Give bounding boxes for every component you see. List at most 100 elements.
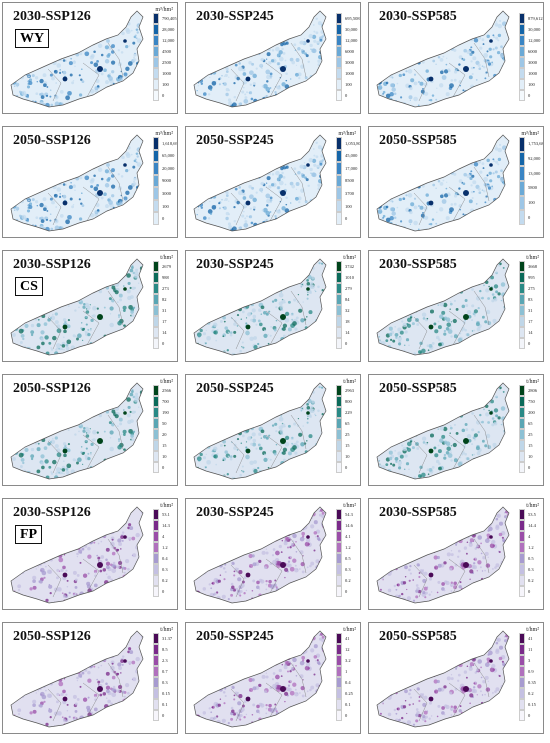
legend-swatch — [519, 440, 525, 451]
legend-swatch — [336, 68, 342, 79]
basin-map — [193, 258, 327, 356]
legend-label: 275 — [528, 286, 535, 292]
legend-swatch — [153, 187, 159, 200]
basin-outline — [376, 506, 510, 604]
legend-label: 0 — [345, 713, 348, 719]
legend-swatch — [336, 564, 342, 575]
legend-label: 1.2 — [162, 545, 168, 551]
legend-label: 31 — [528, 308, 533, 314]
legend-label: 50 — [162, 421, 167, 427]
subbasin-lines — [230, 166, 307, 226]
legend-swatch — [336, 666, 342, 677]
legend-label: 0.15 — [162, 691, 170, 697]
basin-fill — [11, 135, 143, 231]
unit-label: t/hm² — [526, 503, 539, 509]
legend-swatch — [336, 174, 342, 188]
legend-label: 0 — [345, 93, 348, 99]
map-panel: 2050-SSP126 t/hm² 2566 700 190 50 20 15 10 0 — [2, 374, 178, 486]
legend-label: 4 — [162, 534, 165, 540]
legend-label: 190 — [162, 410, 169, 416]
legend-swatch — [336, 283, 342, 294]
legend-swatch — [519, 385, 525, 396]
legend: 790,405 28,000 12,000 4500 2500 1000 100 0 — [151, 13, 177, 113]
basin-outline — [376, 10, 510, 108]
legend-swatch — [336, 261, 342, 272]
legend-swatch — [153, 338, 159, 349]
legend-label: 14.6 — [345, 523, 353, 529]
legend-label: 988 — [162, 275, 169, 281]
legend-label: 0.1 — [162, 702, 168, 708]
subbasin-lines — [47, 538, 124, 598]
indicator-tag: FP — [15, 525, 43, 544]
basin-fill — [194, 11, 326, 107]
legend-label: 0.5 — [345, 556, 351, 562]
legend-swatch — [336, 520, 342, 531]
legend-swatch — [519, 90, 525, 101]
basin-map — [193, 134, 327, 232]
legend-label: 0 — [162, 93, 165, 99]
legend-label: 100 — [528, 82, 535, 88]
subbasin-lines — [47, 290, 124, 350]
legend-label: 4 — [528, 534, 531, 540]
unit-label: t/hm² — [526, 255, 539, 261]
legend-label: 0 — [345, 341, 348, 347]
legend-swatch — [153, 542, 159, 553]
legend-label: 31.37 — [162, 636, 173, 642]
legend-label: 45,000 — [345, 153, 358, 159]
subbasin-lines — [230, 414, 307, 474]
legend-label: 30,000 — [345, 27, 358, 33]
legend-swatch — [519, 553, 525, 564]
map-panel: 2030-SSP585 t/hm² 3668 995 275 83 31 17 14 0 — [368, 250, 544, 362]
subbasin-lines — [47, 166, 124, 226]
legend-swatch — [519, 57, 525, 68]
subbasin-lines — [230, 42, 307, 102]
map-panel: 2030-SSP245 t/hm² 3742 1010 279 84 32 18 14 0 — [185, 250, 361, 362]
basin-map — [376, 382, 510, 480]
legend-label: 1 — [345, 669, 348, 675]
legend-swatch — [153, 429, 159, 440]
map-panel: 2050-SSP245 t/hm² 41 12 3.2 1 0.4 0.25 0.1 0 — [185, 622, 361, 734]
legend-swatch — [153, 162, 159, 175]
unit-label: m³/hm² — [155, 131, 173, 137]
map-panel: 2050-SSP585 t/hm² 2806 750 200 65 25 15 10 0 — [368, 374, 544, 486]
legend-swatch — [519, 35, 525, 46]
basin-map — [10, 382, 144, 480]
legend-label: 0.5 — [528, 556, 534, 562]
legend-swatch — [336, 24, 342, 35]
legend: 1,618,696 65,000 20,000 9000 3000 100 0 — [151, 137, 177, 237]
legend-label: 13,000 — [528, 170, 541, 176]
legend-swatch — [519, 261, 525, 272]
panel-title: 2030-SSP245 — [196, 257, 274, 272]
legend-label: 83 — [528, 297, 533, 303]
legend-swatch — [153, 305, 159, 316]
legend-swatch — [153, 531, 159, 542]
legend: 53.5 14.4 4 1.2 0.5 0.3 0.2 0 — [517, 509, 543, 609]
unit-label: t/hm² — [160, 255, 173, 261]
legend: 695,508 30,000 12,000 6000 3000 1000 100 0 — [334, 13, 360, 113]
basin-fill — [377, 631, 509, 727]
legend: 54.3 14.6 4.1 1.2 0.5 0.3 0.2 0 — [334, 509, 360, 609]
legend-swatch — [519, 531, 525, 542]
legend-swatch — [153, 633, 159, 644]
legend-swatch — [336, 440, 342, 451]
legend-label: 5800 — [528, 185, 537, 191]
legend-swatch — [153, 677, 159, 688]
legend-label: 41 — [345, 636, 350, 642]
legend-swatch — [153, 137, 159, 150]
basin-outline — [193, 630, 327, 728]
basin-outline — [10, 506, 144, 604]
legend-label: 2566 — [162, 388, 171, 394]
legend-swatch — [336, 418, 342, 429]
legend-swatch — [519, 429, 525, 440]
basin-outline — [193, 134, 327, 232]
unit-label: m³/hm² — [521, 131, 539, 137]
legend-label: 100 — [162, 203, 169, 209]
legend-label: 0.2 — [528, 691, 534, 697]
legend-label: 20 — [162, 432, 167, 438]
legend-label: 0.3 — [345, 567, 351, 573]
legend-swatch — [153, 462, 159, 473]
legend-label: 1,053,800 — [345, 140, 361, 146]
legend-label: 32 — [345, 308, 350, 314]
legend-swatch — [153, 174, 159, 188]
